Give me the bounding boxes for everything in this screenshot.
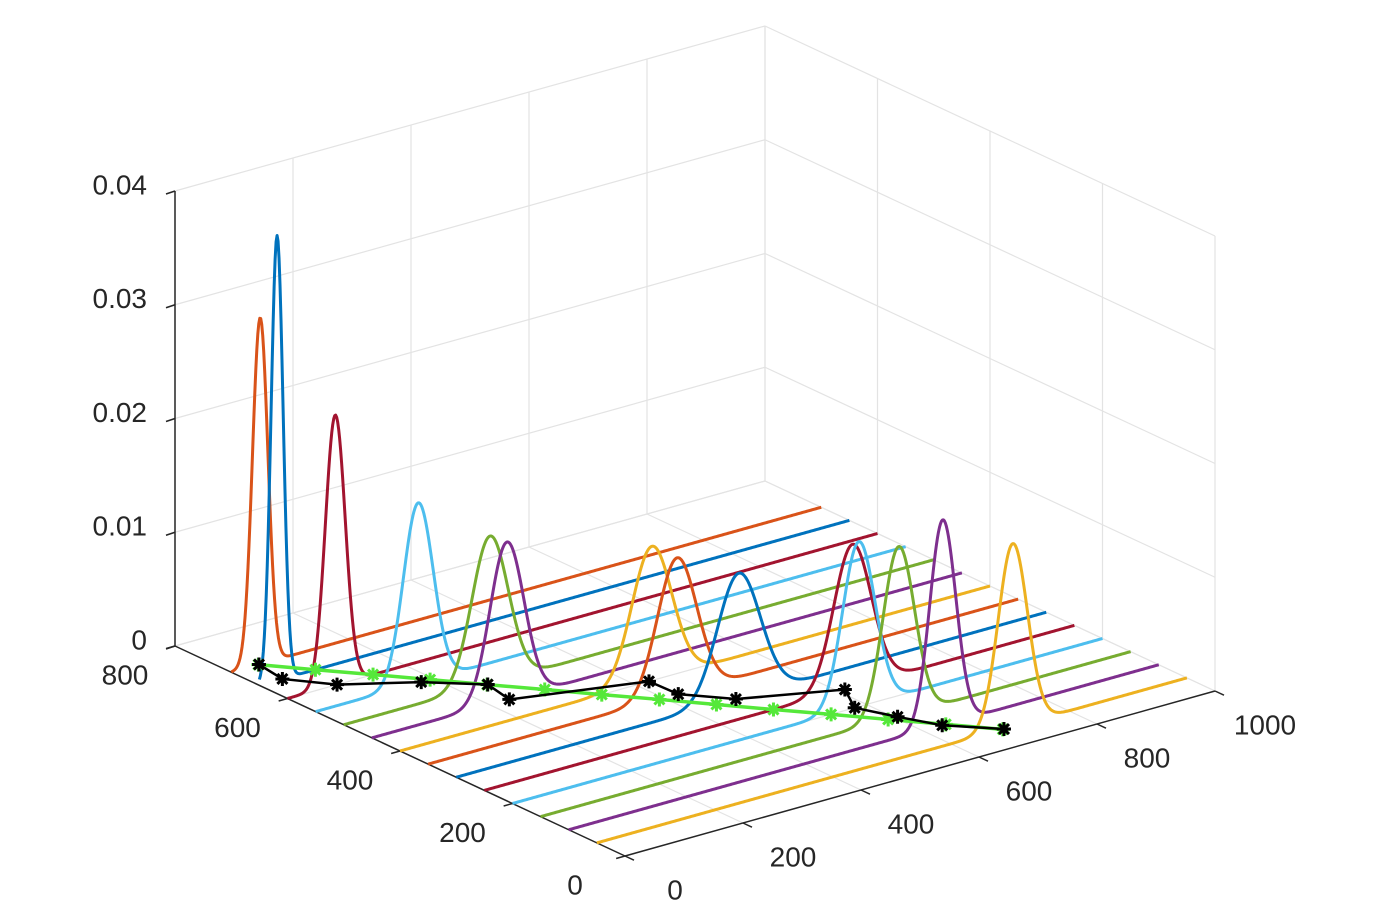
density-curve xyxy=(257,234,850,680)
grid-line xyxy=(764,252,1216,465)
grid-line xyxy=(174,252,766,420)
star-marker xyxy=(275,671,290,686)
x-tick xyxy=(860,789,871,795)
y-tick-label: 0 xyxy=(567,869,583,900)
star-marker xyxy=(881,712,896,727)
star-marker xyxy=(890,709,905,724)
density-curve xyxy=(399,544,991,753)
x-tick xyxy=(1214,690,1225,696)
y-tick xyxy=(503,802,513,807)
y-tick-label: 200 xyxy=(439,817,486,848)
star-marker xyxy=(414,675,429,690)
star-marker xyxy=(935,718,950,733)
star-marker xyxy=(251,657,266,672)
grid-line xyxy=(174,139,766,306)
z-tick-label: 0.04 xyxy=(93,169,148,200)
star-marker xyxy=(366,667,381,682)
x-tick-label: 1000 xyxy=(1234,709,1296,740)
star-marker xyxy=(766,702,781,717)
grid-line xyxy=(764,366,1216,578)
y-tick xyxy=(390,750,401,755)
density-curve xyxy=(371,540,963,740)
x-tick-label: 600 xyxy=(1006,775,1053,806)
star-marker xyxy=(824,707,839,722)
z-tick xyxy=(165,190,176,195)
y-tick xyxy=(615,855,626,860)
z-tick xyxy=(165,417,176,423)
star-marker xyxy=(537,682,552,697)
density-curve xyxy=(427,556,1019,766)
x-tick xyxy=(978,756,989,762)
grid-line xyxy=(174,480,766,647)
z-tick-label: 0 xyxy=(131,624,147,655)
y-tick-label: 400 xyxy=(327,764,374,795)
x-tick-label: 200 xyxy=(770,841,817,872)
z-tick-label: 0.03 xyxy=(93,283,148,314)
star-marker xyxy=(423,672,438,687)
x-tick-label: 0 xyxy=(667,874,683,905)
grid-line xyxy=(174,366,766,533)
star-marker xyxy=(641,674,656,689)
grid-line xyxy=(764,25,1216,237)
density-curve xyxy=(343,534,935,727)
y-tick-label: 800 xyxy=(102,659,149,690)
density-curve xyxy=(315,501,907,714)
z-tick xyxy=(165,645,176,650)
star-marker xyxy=(728,692,743,707)
y-tick xyxy=(278,697,288,702)
z-tick xyxy=(165,531,176,536)
density-curve xyxy=(455,571,1047,779)
star-marker xyxy=(837,682,852,697)
z-tick-label: 0.01 xyxy=(93,511,148,542)
track-line xyxy=(258,663,1005,731)
x-tick xyxy=(1096,723,1107,729)
x-tick-label: 400 xyxy=(888,808,935,839)
star-marker xyxy=(709,697,724,712)
density-curve xyxy=(596,542,1188,845)
star-marker xyxy=(847,700,862,715)
track-line xyxy=(258,662,1003,732)
y-tick-label: 600 xyxy=(214,712,261,743)
density-curve xyxy=(540,545,1132,819)
z-tick xyxy=(165,304,176,309)
density-curve xyxy=(483,542,1075,792)
x-axis xyxy=(624,690,1216,857)
star-marker xyxy=(652,692,667,707)
star-marker xyxy=(308,662,323,677)
star-marker xyxy=(671,687,686,702)
star-marker xyxy=(996,722,1011,737)
density-curve xyxy=(568,518,1160,832)
x-tick xyxy=(624,855,635,861)
x-tick xyxy=(742,822,753,828)
star-marker xyxy=(480,677,495,692)
density-curve xyxy=(230,316,822,674)
density-curve xyxy=(286,413,879,700)
grid-line xyxy=(174,25,766,192)
z-tick-label: 0.02 xyxy=(93,397,148,428)
star-marker xyxy=(330,677,345,692)
density-curve xyxy=(511,540,1104,805)
star-marker xyxy=(594,687,609,702)
x-tick-label: 800 xyxy=(1124,742,1171,773)
star-marker xyxy=(502,692,517,707)
grid-line xyxy=(764,139,1216,351)
